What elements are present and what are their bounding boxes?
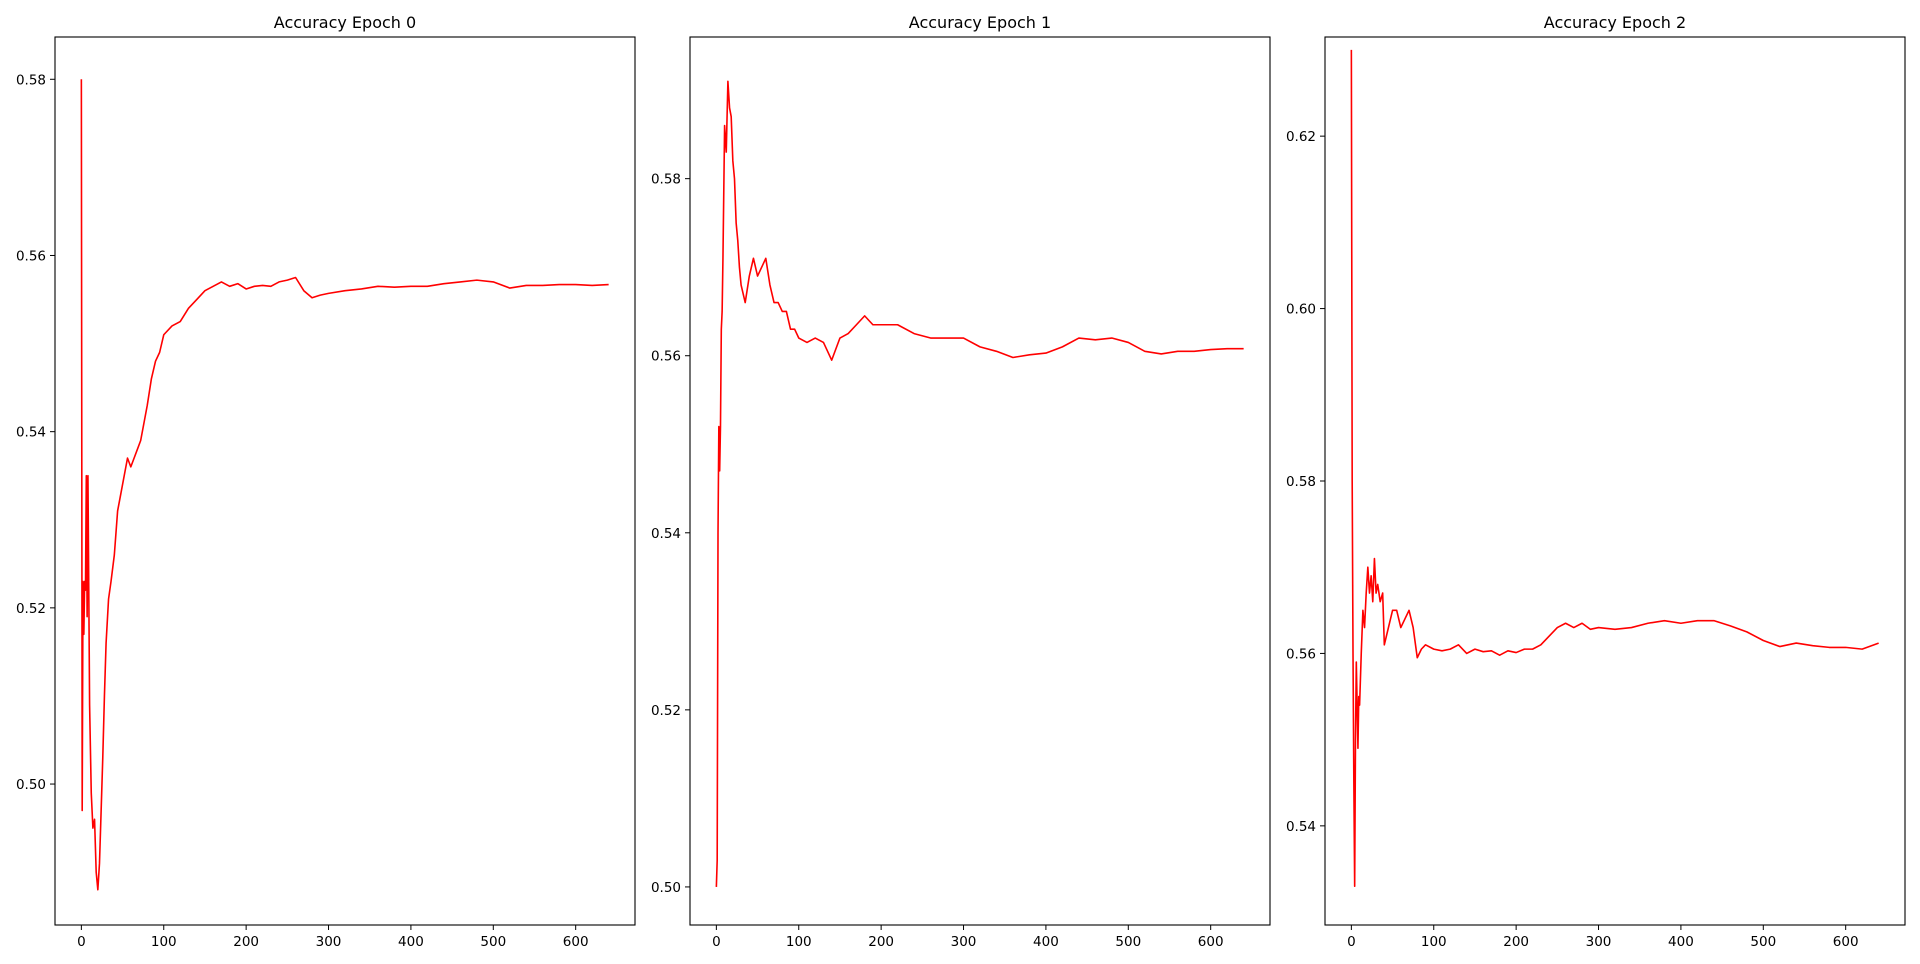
x-tick-label: 100 bbox=[151, 934, 177, 950]
y-tick-label: 0.60 bbox=[1286, 302, 1316, 318]
axes-frame bbox=[54, 36, 636, 926]
x-tick-label: 400 bbox=[1668, 934, 1694, 950]
series-line-0 bbox=[1350, 49, 1879, 888]
series-line-0 bbox=[715, 80, 1244, 887]
x-tick-label: 100 bbox=[1421, 934, 1447, 950]
x-tick-label: 300 bbox=[316, 934, 342, 950]
chart-panel-epoch-2: Accuracy Epoch 2 0 100 200 300 400 500 600 0.54… bbox=[1286, 13, 1906, 950]
plot-area bbox=[80, 79, 609, 891]
y-tick-label: 0.62 bbox=[1286, 129, 1316, 145]
y-tick-label: 0.56 bbox=[1286, 646, 1316, 662]
plot-area bbox=[1350, 49, 1879, 888]
x-tick-label: 0 bbox=[77, 934, 86, 950]
x-tick-label: 400 bbox=[398, 934, 424, 950]
x-tick-label: 0 bbox=[1347, 934, 1356, 950]
y-tick-label: 0.54 bbox=[16, 425, 46, 441]
chart-title: Accuracy Epoch 0 bbox=[274, 13, 416, 32]
x-tick-label: 100 bbox=[786, 934, 812, 950]
y-tick-label: 0.54 bbox=[1286, 819, 1316, 835]
x-tick-label: 600 bbox=[563, 934, 589, 950]
series-line-0 bbox=[80, 79, 609, 891]
x-tick-label: 600 bbox=[1833, 934, 1859, 950]
x-tick-label: 500 bbox=[1115, 934, 1141, 950]
y-tick-label: 0.58 bbox=[16, 72, 46, 88]
x-tick-label: 200 bbox=[1503, 934, 1529, 950]
y-tick-label: 0.56 bbox=[651, 349, 681, 365]
y-tick-label: 0.52 bbox=[651, 703, 681, 719]
chart-panel-epoch-1: Accuracy Epoch 1 0 100 200 300 400 500 600 0.50… bbox=[651, 13, 1271, 950]
plot-area bbox=[715, 80, 1244, 887]
x-tick-label: 200 bbox=[233, 934, 259, 950]
y-tick-label: 0.50 bbox=[651, 880, 681, 896]
x-tick-label: 400 bbox=[1033, 934, 1059, 950]
y-tick-label: 0.58 bbox=[1286, 474, 1316, 490]
x-tick-label: 500 bbox=[480, 934, 506, 950]
chart-title: Accuracy Epoch 1 bbox=[909, 13, 1051, 32]
x-tick-label: 0 bbox=[712, 934, 721, 950]
chart-title: Accuracy Epoch 2 bbox=[1544, 13, 1686, 32]
y-tick-label: 0.56 bbox=[16, 248, 46, 264]
x-tick-label: 600 bbox=[1198, 934, 1224, 950]
x-tick-label: 300 bbox=[1586, 934, 1612, 950]
chart-panel-epoch-0: Accuracy Epoch 0 0 100 200 300 400 500 600 0.50… bbox=[16, 13, 636, 950]
y-tick-label: 0.52 bbox=[16, 601, 46, 617]
y-tick-label: 0.54 bbox=[651, 526, 681, 542]
x-tick-label: 500 bbox=[1750, 934, 1776, 950]
y-tick-label: 0.50 bbox=[16, 777, 46, 793]
axes-frame bbox=[689, 36, 1271, 926]
x-tick-label: 300 bbox=[951, 934, 977, 950]
x-tick-label: 200 bbox=[868, 934, 894, 950]
y-tick-label: 0.58 bbox=[651, 172, 681, 188]
